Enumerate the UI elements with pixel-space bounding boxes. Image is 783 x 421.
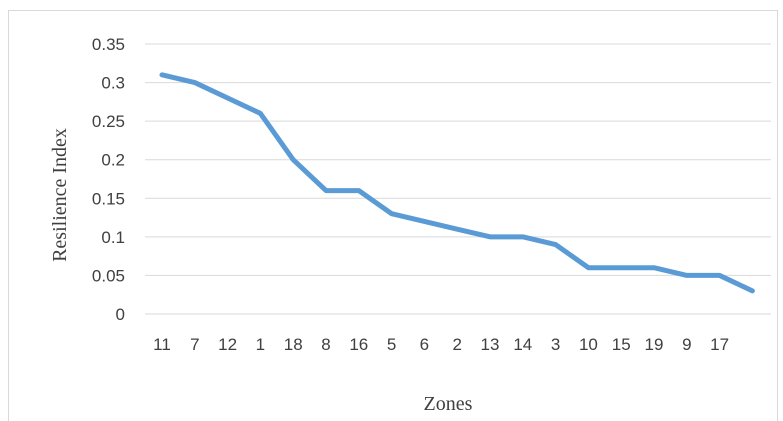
x-axis-title: Zones bbox=[424, 393, 473, 415]
y-tick-labels: 0 0.05 0.1 0.15 0.2 0.25 0.3 0.35 bbox=[92, 35, 125, 324]
y-tick-label: 0.35 bbox=[92, 35, 125, 54]
gridlines bbox=[145, 43, 771, 315]
x-tick-label: 12 bbox=[218, 335, 237, 354]
y-tick-label: 0.15 bbox=[92, 189, 125, 208]
x-tick-label: 7 bbox=[190, 335, 199, 354]
x-tick-label: 15 bbox=[612, 335, 631, 354]
x-tick-labels: 11 7 12 1 18 8 16 5 6 2 13 14 3 10 15 19 9 17 bbox=[153, 335, 729, 354]
y-tick-label: 0.3 bbox=[101, 74, 125, 93]
x-tick-label: 18 bbox=[284, 335, 303, 354]
y-tick-label: 0.1 bbox=[101, 228, 125, 247]
y-tick-label: 0.25 bbox=[92, 112, 125, 131]
x-tick-label: 14 bbox=[513, 335, 532, 354]
x-tick-label: 13 bbox=[481, 335, 500, 354]
x-tick-label: 16 bbox=[349, 335, 368, 354]
y-tick-label: 0.05 bbox=[92, 266, 125, 285]
y-tick-label: 0.2 bbox=[101, 151, 125, 170]
y-axis-title: Resilience Index bbox=[49, 128, 71, 262]
x-tick-label: 17 bbox=[710, 335, 729, 354]
x-tick-label: 6 bbox=[420, 335, 429, 354]
series-line bbox=[159, 72, 755, 294]
x-tick-label: 5 bbox=[387, 335, 396, 354]
y-tick-label: 0 bbox=[116, 305, 125, 324]
x-tick-label: 3 bbox=[551, 335, 560, 354]
x-tick-label: 11 bbox=[153, 335, 171, 354]
x-tick-label: 2 bbox=[452, 335, 461, 354]
x-tick-label: 19 bbox=[645, 335, 664, 354]
x-tick-label: 9 bbox=[682, 335, 691, 354]
x-tick-label: 8 bbox=[321, 335, 330, 354]
x-tick-label: 1 bbox=[256, 335, 265, 354]
series-group bbox=[159, 72, 755, 294]
x-tick-label: 10 bbox=[579, 335, 598, 354]
